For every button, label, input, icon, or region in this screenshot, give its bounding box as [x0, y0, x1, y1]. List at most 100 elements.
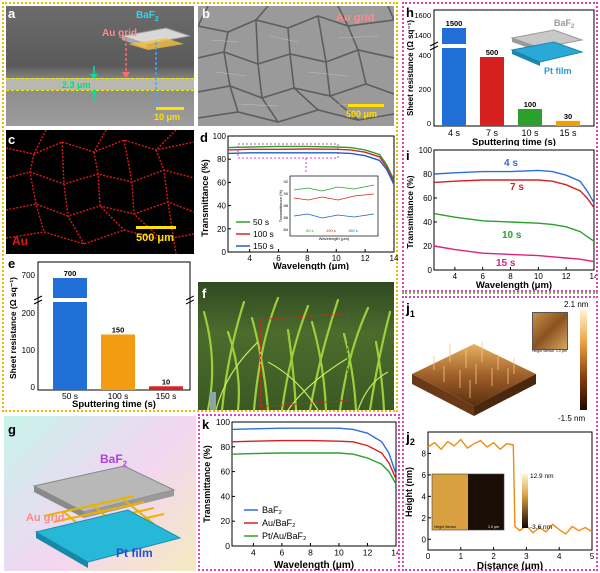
j2-xtick: 2: [491, 552, 496, 561]
i-series-line-1: [433, 179, 595, 209]
panel-j1-colorbar-top: 2.1 nm: [564, 300, 589, 309]
panel-g-label: g: [8, 422, 16, 437]
chart-d-inset-ytick: 88: [284, 203, 289, 208]
chart-j2-ylabel: Height (nm): [404, 467, 414, 517]
chart-h-xtick: 7 s: [486, 128, 499, 138]
i-xtick: 14: [590, 272, 596, 281]
panel-b-scale-bar: [348, 104, 384, 107]
chart-j2-series: [427, 438, 593, 535]
h-bar-value: 30: [564, 112, 572, 121]
chart-h-ytick: 1600: [414, 11, 431, 20]
d-xtick: 4: [247, 254, 252, 263]
chart-h-ytick: 400: [418, 51, 431, 60]
j2-xtick: 1: [459, 552, 464, 561]
h-bar-value: 500: [486, 48, 499, 57]
panel-j1-inset-image: [532, 312, 568, 350]
j2-series-line-0: [427, 438, 593, 535]
chart-e-xtick: 150 s: [156, 391, 177, 401]
chart-h-plot-frame: [433, 9, 595, 127]
d-series-line-0: [227, 145, 395, 181]
j2-xtick: 5: [590, 552, 595, 561]
chart-d-series: [227, 145, 395, 186]
chart-h-inset-pt-film: Pt film: [544, 66, 572, 76]
chart-h-xlabel: Sputtering time (s): [472, 137, 556, 146]
k-xtick: 12: [363, 548, 373, 558]
chart-e-label: e: [8, 256, 15, 271]
chart-j2: j2 Height (nm) Distance (μm) 0 2 4 6 8 0 1 2 3 4…: [404, 429, 595, 570]
chart-d-inset-ytick: 84: [284, 227, 289, 232]
chart-i-yticks: 0 20 40 60 80 100: [419, 146, 437, 275]
chart-d-legend-item: 100 s: [253, 229, 274, 239]
chart-d-xticks: 4 6 8 10 12 14: [247, 249, 398, 263]
chart-j2-inset-scale: 1.0 μm: [488, 525, 499, 529]
chart-h-label: h: [406, 5, 414, 20]
chart-e-ytick: 100: [22, 346, 36, 355]
chart-i-series-label-7s: 7 s: [510, 182, 524, 193]
chart-e-ytick: 200: [22, 309, 36, 318]
k-xtick: 10: [334, 548, 344, 558]
chart-k-legend-item: Pt/Au/BaF₂: [262, 531, 307, 541]
k-ytick: 0: [225, 541, 230, 551]
h-bar: [518, 109, 542, 126]
chart-j2-label: j2: [405, 429, 415, 447]
i-xtick: 8: [508, 272, 513, 281]
i-ytick: 60: [423, 194, 432, 203]
chart-d-inset-ytick: 90: [284, 191, 289, 196]
chart-d-highlight-box: [237, 143, 339, 159]
k-ytick: 80: [221, 442, 231, 452]
left-group-border: [2, 2, 398, 412]
chart-j2-inset-caption: Height Sensor: [434, 525, 457, 529]
chart-e-ylabel: Sheet resistance (Ω sq⁻¹): [8, 277, 18, 379]
k-ytick: 40: [221, 491, 231, 501]
h-bar: [480, 57, 504, 126]
chart-d-legend: 50 s 100 s 150 s: [236, 217, 274, 251]
k-ytick: 100: [216, 417, 230, 427]
chart-d-inset-xlabel: Wavelength (μm): [319, 236, 350, 241]
i-series-line-3: [433, 245, 595, 263]
chart-k-label: k: [202, 417, 210, 432]
i-ytick: 20: [423, 242, 432, 251]
panel-c-scale-label: 500 μm: [136, 232, 174, 244]
j2-xtick: 0: [426, 552, 431, 561]
panel-c-scale-bar: [136, 226, 176, 229]
chart-d-inset-frame: [289, 175, 379, 237]
d-xtick: 12: [361, 254, 370, 263]
chart-h-xtick: 4 s: [448, 128, 461, 138]
k-ytick: 60: [221, 467, 231, 477]
chart-i-xlabel: Wavelength (μm): [476, 280, 552, 290]
chart-j2-plot-frame: [427, 431, 593, 551]
d-ytick: 60: [217, 178, 226, 187]
chart-i-series-label-15s: 15 s: [496, 258, 516, 269]
panel-c-au-network: [6, 130, 194, 254]
chart-h-xtick: 15 s: [559, 128, 577, 138]
k-xtick: 6: [280, 548, 285, 558]
d-ytick: 20: [217, 225, 226, 234]
chart-i-series: [433, 169, 595, 263]
panel-c-element-label: Au: [12, 234, 28, 248]
panel-j1-afm: j1 Height Sensor 1.0 μm 2.1 nm -1.5 nm: [404, 298, 596, 428]
e-bar: [53, 278, 87, 390]
panel-g-pt-film-label: Pt film: [116, 546, 153, 560]
i-ytick: 0: [428, 266, 433, 275]
chart-d-inset-ylabel: Transmittance (%): [278, 189, 283, 222]
d-xtick: 14: [390, 254, 398, 263]
h-bar-break: [479, 44, 505, 48]
d-series-line-1: [227, 148, 395, 183]
chart-k: k Transmittance (%) Wavelength (μm) 0 20 4…: [202, 417, 398, 570]
panel-f-sample-outline: [260, 312, 348, 408]
chart-d-ylabel: Transmittance (%): [200, 159, 210, 237]
chart-h-axis-break: [429, 41, 439, 51]
right-bottom-group-border: [402, 296, 598, 571]
interface-line-top: [6, 78, 194, 79]
chart-j2-xlabel: Distance (μm): [477, 561, 543, 570]
right-top-group-border: [402, 2, 598, 292]
chart-i-plot-frame: [433, 149, 595, 271]
k-ytick: 20: [221, 516, 231, 526]
panel-b-label: b: [202, 6, 210, 21]
bottom-center-group-border: [198, 414, 400, 571]
e-bar-break: [52, 298, 88, 302]
h-bar-break: [441, 44, 467, 48]
panel-b-scale-label: 500 μm: [346, 109, 378, 119]
chart-h: h Sheet resistance (Ω sq⁻¹) Sputtering t…: [406, 5, 595, 146]
panel-a-sem-image: BaF2 Au grid 2.3 μm 10 μm: [6, 6, 194, 126]
